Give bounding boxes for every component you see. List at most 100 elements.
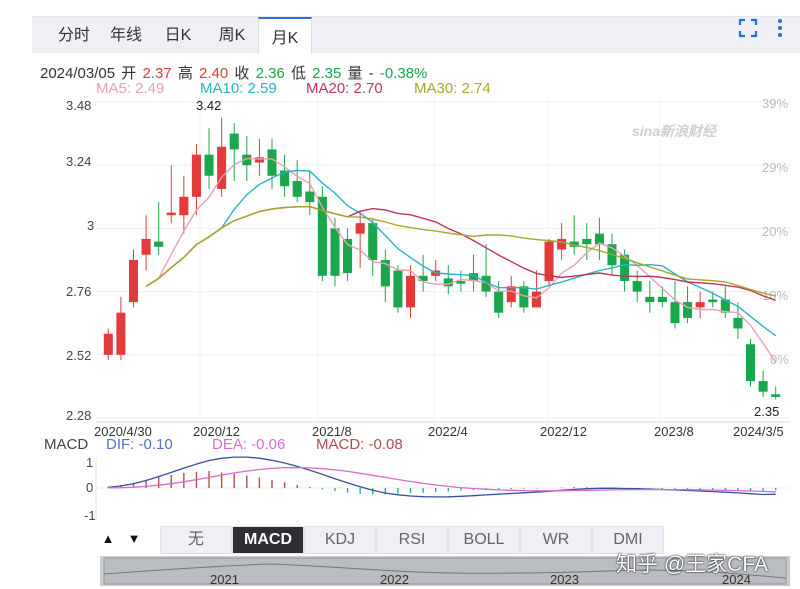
candle-body: [720, 299, 730, 313]
more-vertical-icon[interactable]: [768, 18, 792, 46]
candle-body: [557, 238, 567, 250]
candle-body: [141, 238, 151, 255]
timeline-year-2021: 2021: [210, 572, 239, 586]
candle-body: [645, 296, 655, 303]
candle-body: [683, 302, 693, 318]
candle-body: [204, 154, 214, 176]
change-percent: -0.38%: [379, 65, 428, 82]
indicator-tab-none[interactable]: 无: [160, 526, 232, 554]
period-tab-strip: [32, 16, 800, 53]
candle-body: [594, 233, 604, 245]
date-tick-4: 2022/4: [428, 424, 468, 436]
candle-body: [254, 157, 264, 163]
candle-body: [745, 344, 756, 382]
candle-body: [191, 154, 201, 197]
close-label: 收: [234, 65, 250, 82]
candle-body: [128, 260, 139, 303]
date-tick-3: 2021/8: [312, 424, 352, 436]
candle-body: [531, 291, 541, 308]
timeline-navigator[interactable]: 2021 2022 2023 2024: [100, 556, 790, 586]
ma20-label: MA20: 2.70: [306, 80, 383, 97]
candle-body: [494, 291, 504, 313]
macd-value: MACD: -0.08: [316, 436, 403, 453]
candle-body: [179, 196, 189, 216]
candle-body: [620, 254, 630, 282]
date-tick-2: 2020/12: [193, 424, 240, 436]
macd-tick-0: 0: [86, 480, 93, 495]
expand-icon[interactable]: [736, 18, 760, 46]
indicator-tab-boll[interactable]: BOLL: [448, 526, 520, 554]
price-tick-3: 3: [87, 218, 94, 233]
watermark-text: 知乎 @王家CFA: [616, 553, 768, 576]
timeline-year-2022: 2022: [380, 572, 409, 586]
candle-body: [393, 270, 403, 308]
ma30-line: [145, 205, 776, 297]
date-tick-7: 2024/3/5: [733, 424, 784, 436]
candle-body: [380, 260, 390, 287]
candle-body: [481, 275, 491, 292]
candle-body: [405, 275, 416, 308]
tab-daily-k[interactable]: 日K: [164, 27, 192, 44]
candle-body: [733, 317, 743, 329]
close-value: 2.36: [255, 65, 285, 82]
macd-chart[interactable]: 1 0 -1: [0, 454, 800, 524]
candle-body: [292, 181, 302, 197]
candle-body: [317, 196, 327, 276]
candle-body: [632, 281, 642, 292]
macd-histogram: [107, 471, 777, 495]
candle-body: [418, 275, 428, 282]
candle-body: [456, 281, 466, 284]
candle-body: [368, 223, 378, 260]
tab-monthly-k[interactable]: 月K: [258, 17, 312, 54]
tab-yearly[interactable]: 年线: [109, 27, 142, 44]
candle-body: [443, 278, 453, 287]
pct-tick-29: 29%: [762, 160, 788, 175]
candle-body: [670, 302, 680, 324]
kline-chart[interactable]: 3.48 3.24 3 2.76 2.52 2.28 39% 29% 20% 1…: [0, 96, 800, 436]
pct-tick-20: 20%: [762, 224, 788, 239]
scroll-down-button[interactable]: ▼: [127, 531, 141, 546]
candle-body: [330, 228, 340, 276]
sina-brand-logo: sina新浪财经: [632, 123, 718, 139]
low-label: 低: [290, 65, 306, 82]
pct-tick-0: 0%: [770, 352, 789, 367]
timeline-year-2023: 2023: [550, 572, 579, 586]
scroll-up-button[interactable]: ▲: [101, 531, 115, 546]
ma30-label: MA30: 2.74: [414, 80, 491, 97]
date-tick-1: 2020/4/30: [94, 424, 152, 436]
candle-body: [708, 299, 718, 303]
ma10-line: [145, 169, 777, 337]
indicator-tab-dmi[interactable]: DMI: [592, 526, 664, 554]
candle-body: [343, 238, 353, 274]
candle-body: [771, 394, 781, 397]
ma5-label: MA5: 2.49: [96, 80, 165, 97]
candle-body: [355, 223, 365, 234]
price-tick-276: 2.76: [66, 284, 91, 299]
candle-body: [657, 296, 667, 303]
candle-body: [758, 381, 768, 392]
candle-body: [569, 241, 579, 247]
indicator-tab-wr[interactable]: WR: [520, 526, 592, 554]
volume-label: 量: [347, 65, 363, 82]
candle-body: [506, 286, 516, 303]
indicator-tab-rsi[interactable]: RSI: [376, 526, 448, 554]
candle-body: [468, 273, 479, 282]
tab-weekly-k[interactable]: 周K: [218, 27, 246, 44]
candle-body: [280, 170, 290, 187]
candle-body: [267, 149, 277, 176]
dea-line: [108, 466, 776, 493]
quote-date: 2024/03/05: [40, 65, 116, 82]
tab-intraday[interactable]: 分时: [57, 27, 90, 44]
candle-body: [154, 241, 164, 247]
quote-line: 2024/03/05 开 2.37 高 2.40 收 2.36 低 2.35 量…: [40, 62, 429, 83]
macd-dea: DEA: -0.06: [212, 436, 286, 453]
candle-body: [229, 133, 239, 150]
macd-title: MACD: [44, 436, 89, 453]
candle-body: [103, 333, 113, 355]
candle-body: [695, 302, 705, 308]
price-tick-228: 2.28: [66, 408, 91, 423]
candle-body: [519, 286, 529, 308]
candle-body: [217, 146, 227, 189]
indicator-tab-kdj[interactable]: KDJ: [304, 526, 376, 554]
indicator-tab-macd[interactable]: MACD: [232, 526, 304, 554]
